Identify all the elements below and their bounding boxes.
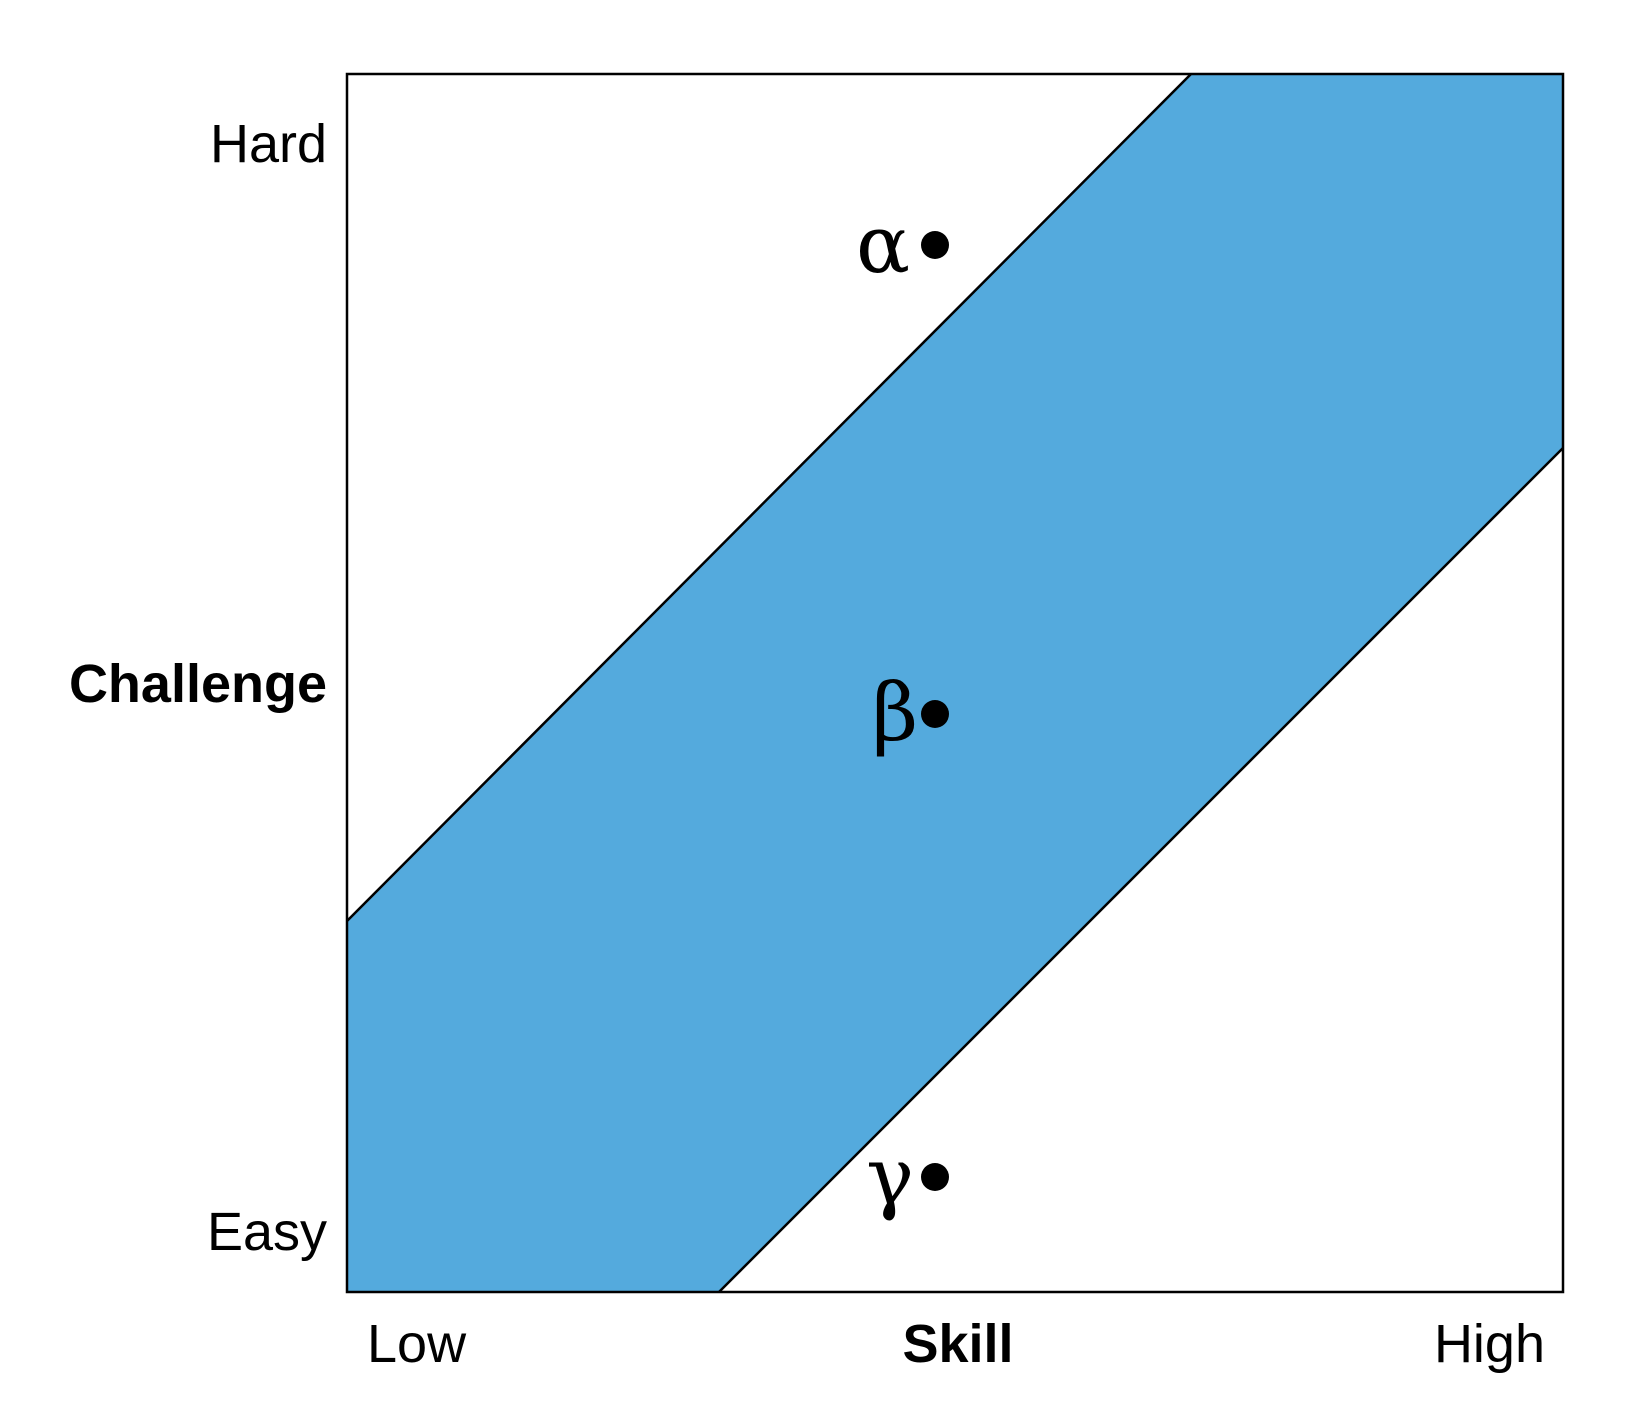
point-alpha-marker (921, 231, 949, 259)
band-upper-boundary (346, 73, 1192, 922)
point-gamma-label: γ (866, 1130, 914, 1223)
point-beta-label: β (872, 666, 918, 759)
x-axis-title: Skill (902, 1314, 1013, 1374)
point-beta-marker (921, 700, 949, 728)
point-gamma-marker (921, 1163, 949, 1191)
y-axis-title: Challenge (69, 654, 327, 714)
x-axis-low-label: Low (367, 1314, 467, 1374)
y-axis-low-label: Easy (207, 1202, 327, 1262)
point-gamma: γ (866, 1130, 949, 1223)
point-beta: β (872, 666, 949, 759)
x-axis-high-label: High (1434, 1314, 1545, 1374)
point-alpha-label: α (856, 198, 910, 291)
band-lower-boundary (718, 447, 1564, 1293)
point-alpha: α (856, 198, 949, 291)
flow-channel-band (347, 74, 1563, 1292)
y-axis-high-label: Hard (210, 114, 327, 174)
plot-frame (345, 72, 1565, 1294)
